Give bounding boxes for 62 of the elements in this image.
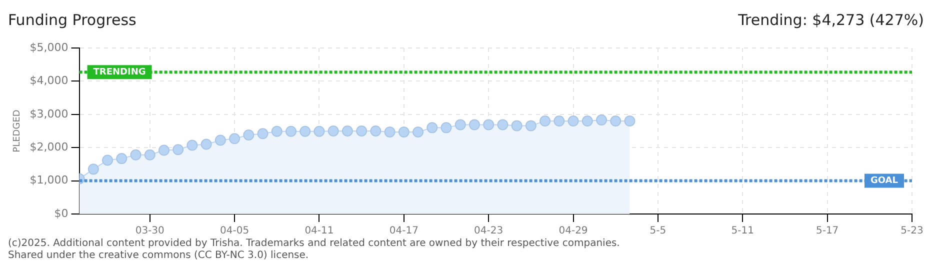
point xyxy=(596,114,607,126)
y-tick-label: $5,000 xyxy=(30,40,68,54)
point xyxy=(243,129,254,140)
y-axis-title: PLEDGED xyxy=(12,110,23,152)
y-tick-label: $3,000 xyxy=(30,107,68,120)
chart-title: Funding Progress xyxy=(8,10,137,29)
text: (c)2025. Additional content provided by Trisha. Trademarks and related content are owned by their respective companies. xyxy=(8,238,620,249)
y-tick-label: $1,000 xyxy=(30,174,68,187)
point xyxy=(426,122,438,134)
point xyxy=(172,144,184,156)
y-tick-label: $4,000 xyxy=(30,74,68,88)
point xyxy=(144,149,156,160)
point xyxy=(356,126,368,136)
point xyxy=(582,116,593,127)
x-tick-label: 04-23 xyxy=(474,226,504,237)
point xyxy=(200,138,212,150)
point xyxy=(158,144,170,156)
point xyxy=(88,164,99,175)
point xyxy=(257,128,268,140)
point xyxy=(568,116,579,127)
point xyxy=(342,126,353,136)
point xyxy=(525,120,536,132)
point xyxy=(511,120,522,132)
x-tick-label: 5-5 xyxy=(650,226,666,237)
point xyxy=(300,126,311,137)
x-tick-label: 04-11 xyxy=(304,226,334,237)
point xyxy=(116,153,128,164)
x-tick-label: 5-17 xyxy=(816,226,839,237)
point xyxy=(398,126,410,138)
point xyxy=(214,134,226,146)
point xyxy=(186,140,198,151)
point xyxy=(624,116,636,127)
text: Trending: $4,273 (427%) xyxy=(737,11,924,29)
point xyxy=(454,119,466,130)
point xyxy=(483,119,494,130)
ref-line-label: TRENDING xyxy=(93,67,146,78)
x-tick-label: 5-11 xyxy=(731,226,754,237)
x-tick-label: 04-17 xyxy=(389,226,418,237)
point xyxy=(229,133,240,144)
y-tick-label: $2,000 xyxy=(30,140,68,154)
point xyxy=(540,116,551,127)
point xyxy=(554,116,565,127)
x-tick-label: 04-05 xyxy=(220,226,250,237)
point xyxy=(271,126,282,137)
y-tick-label: $0 xyxy=(54,206,68,220)
text: Shared under the creative commons (CC BY-NC 3.0) license. xyxy=(8,250,309,261)
ref-line-label: GOAL xyxy=(870,176,898,186)
x-tick-label: 03-30 xyxy=(135,226,164,237)
point xyxy=(285,126,296,137)
point xyxy=(370,126,382,136)
point xyxy=(384,126,396,138)
point xyxy=(412,126,424,138)
point xyxy=(328,126,339,136)
point xyxy=(468,119,480,130)
x-tick-label: 5-23 xyxy=(900,226,924,237)
point xyxy=(314,126,325,137)
point xyxy=(497,119,508,130)
point xyxy=(130,149,142,160)
point xyxy=(440,122,452,134)
point xyxy=(102,154,114,166)
x-tick-label: 04-29 xyxy=(558,226,588,237)
point xyxy=(610,116,622,127)
